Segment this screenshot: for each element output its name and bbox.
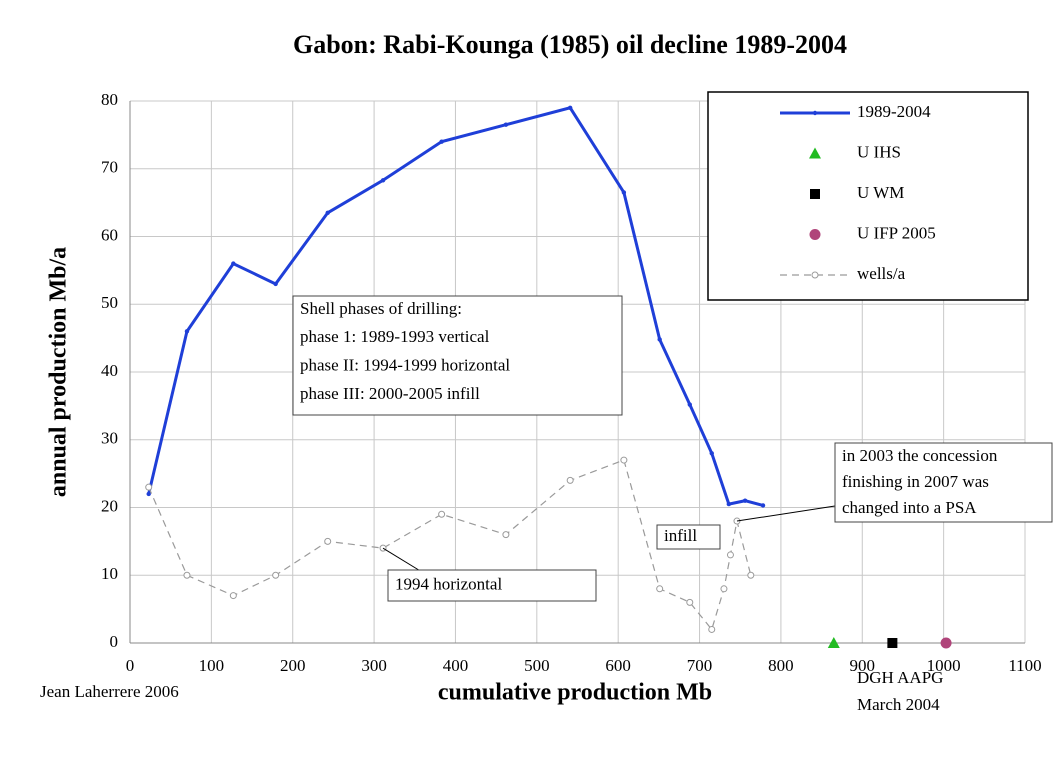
marker (567, 105, 573, 110)
annotation-box (834, 442, 1053, 523)
annotation: finishing in 2007 was (842, 472, 989, 491)
x-tick-label: 300 (361, 656, 387, 675)
source: DGH AAPG (857, 668, 943, 687)
y-tick-label: 70 (101, 158, 118, 177)
arrow (382, 547, 423, 573)
y-tick-label: 20 (101, 496, 118, 515)
marker (566, 476, 574, 484)
legend-label: wells/a (857, 264, 906, 283)
marker (184, 329, 190, 334)
x-tick-label: 800 (768, 656, 794, 675)
marker (708, 625, 716, 633)
marker (231, 261, 236, 266)
marker (272, 571, 280, 579)
legend-label: U IHS (857, 142, 901, 161)
annotation: phase III: 2000-2005 infill (300, 384, 480, 403)
x-tick-label: 1000 (927, 656, 961, 675)
legend-label: U WM (857, 183, 904, 202)
series-line (147, 106, 764, 507)
marker (380, 178, 386, 183)
legend-marker (810, 189, 820, 199)
marker (438, 510, 446, 518)
legend-label: U IFP 2005 (857, 223, 936, 242)
marker (620, 456, 628, 464)
source: March 2004 (857, 695, 940, 714)
marker (325, 210, 330, 215)
marker (324, 537, 332, 545)
annotation: in 2003 the concession (842, 446, 998, 465)
legend-marker (809, 147, 821, 159)
annotation: Shell phases of drilling: (300, 299, 462, 318)
marker (720, 585, 728, 593)
chart-title: Gabon: Rabi-Kounga (1985) oil decline 19… (293, 30, 847, 59)
y-tick-label: 50 (101, 293, 118, 312)
marker (146, 491, 151, 497)
marker (183, 571, 191, 579)
marker (726, 551, 734, 559)
marker (656, 585, 664, 593)
legend-label: 1989-2004 (857, 102, 931, 121)
marker (887, 638, 898, 648)
x-tick-label: 100 (199, 656, 225, 675)
marker (709, 451, 714, 456)
y-tick-label: 40 (101, 361, 118, 380)
y-axis-label: annual production Mb/a (46, 247, 72, 497)
marker (726, 501, 732, 507)
x-tick-label: 900 (850, 656, 876, 675)
annotation-box (656, 524, 721, 550)
annotation-box (387, 569, 597, 602)
y-tick-label: 30 (101, 429, 118, 448)
annotation: changed into a PSA (842, 498, 977, 517)
credit: Jean Laherrere 2006 (40, 682, 179, 701)
legend-marker (809, 229, 821, 240)
marker (760, 503, 766, 508)
y-tick-label: 80 (101, 90, 118, 109)
x-tick-label: 700 (687, 656, 713, 675)
marker (503, 122, 509, 127)
marker (657, 337, 662, 342)
marker (273, 281, 278, 287)
x-tick-label: 600 (605, 656, 631, 675)
annotation: 1994 horizontal (395, 574, 502, 593)
marker (747, 571, 755, 579)
legend-marker (812, 110, 818, 116)
marker (686, 598, 694, 606)
annotation-box (292, 295, 623, 416)
marker (621, 190, 627, 195)
annotation: phase 1: 1989-1993 vertical (300, 327, 490, 346)
x-tick-label: 400 (443, 656, 469, 675)
annotation: infill (664, 526, 697, 545)
marker (145, 483, 153, 491)
y-tick-label: 10 (101, 564, 118, 583)
marker (229, 592, 237, 600)
x-tick-label: 1100 (1008, 656, 1041, 675)
y-tick-label: 0 (110, 632, 119, 651)
marker (439, 139, 444, 144)
x-tick-label: 200 (280, 656, 306, 675)
annotation: phase II: 1994-1999 horizontal (300, 356, 510, 375)
arrow (736, 505, 836, 522)
x-axis-label: cumulative production Mb (438, 680, 712, 706)
marker (687, 402, 692, 407)
legend-box (707, 91, 1029, 301)
marker (940, 637, 952, 649)
y-tick-label: 60 (101, 225, 118, 244)
marker (742, 498, 748, 503)
x-tick-label: 500 (524, 656, 550, 675)
legend-marker (811, 271, 819, 279)
marker (502, 531, 510, 539)
x-tick-label: 0 (126, 656, 135, 675)
marker (827, 637, 840, 648)
